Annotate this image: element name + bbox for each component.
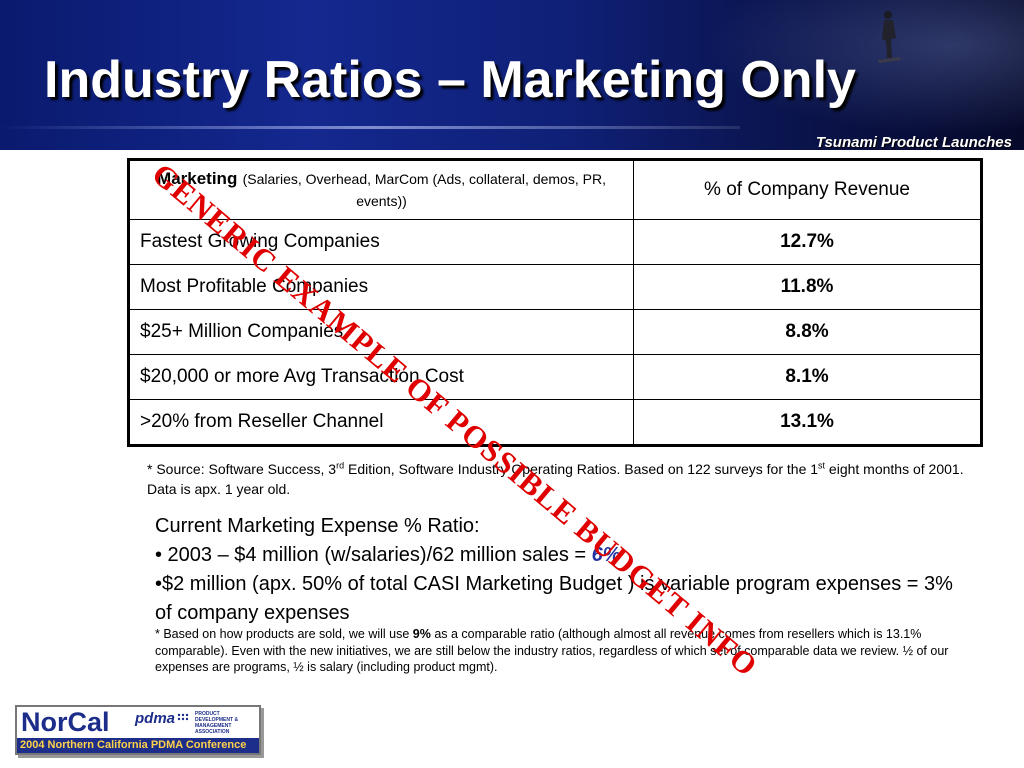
row-value: 13.1% xyxy=(633,399,982,446)
current-heading: Current Marketing Expense % Ratio: xyxy=(155,515,480,537)
logo-dots-icon xyxy=(177,713,189,721)
header-cell-category: Marketing (Salaries, Overhead, MarCom (A… xyxy=(128,159,634,220)
row-label: $25+ Million Companies xyxy=(128,309,634,355)
table-row: Most Profitable Companies 11.8% xyxy=(128,264,982,310)
row-label: >20% from Reseller Channel xyxy=(128,399,634,446)
table-row: Fastest Growing Companies 12.7% xyxy=(128,219,982,265)
source-superscript-rd: rd xyxy=(336,460,345,471)
source-footnote: * Source: Software Success, 3rd Edition,… xyxy=(147,459,967,499)
table-row: $20,000 or more Avg Transaction Cost 8.1… xyxy=(128,354,982,400)
table-row: >20% from Reseller Channel 13.1% xyxy=(128,399,982,446)
subtitle: Tsunami Product Launches xyxy=(815,134,1012,150)
table-row: $25+ Million Companies 8.8% xyxy=(128,309,982,355)
bullet-1-text: • 2003 – $4 million (w/salaries)/62 mill… xyxy=(155,544,592,566)
note-text-1: * Based on how products are sold, we wil… xyxy=(155,627,413,641)
norcal-pdma-logo: NorCal pdma PRODUCT DEVELOPMENT & MANAGE… xyxy=(15,705,261,755)
source-text-2: Edition, Software Industry Operating Rat… xyxy=(344,461,819,477)
title-banner: Industry Ratios – Marketing Only Tsunami… xyxy=(0,0,1024,150)
header-cell-value: % of Company Revenue xyxy=(633,159,982,220)
row-value: 8.1% xyxy=(633,354,982,400)
title-underline xyxy=(0,126,740,129)
source-text-3: eight months of 2001. Data is apx. 1 yea… xyxy=(147,461,964,497)
current-ratio-block: Current Marketing Expense % Ratio: • 200… xyxy=(155,512,975,628)
logo-norcal-text: NorCal xyxy=(21,707,110,737)
logo-association-text: PRODUCT DEVELOPMENT & MANAGEMENT ASSOCIA… xyxy=(195,711,239,735)
note-text-2: as a comparable ratio (although almost a… xyxy=(155,627,949,674)
bullet-1-highlight: 6% xyxy=(591,544,621,566)
row-label: Fastest Growing Companies xyxy=(128,219,634,265)
page-title: Industry Ratios – Marketing Only xyxy=(44,51,856,109)
row-label: Most Profitable Companies xyxy=(128,264,634,310)
comparison-note: * Based on how products are sold, we wil… xyxy=(155,626,975,676)
header-label-detail: (Salaries, Overhead, MarCom (Ads, collat… xyxy=(242,171,606,209)
row-value: 12.7% xyxy=(633,219,982,265)
row-label: $20,000 or more Avg Transaction Cost xyxy=(128,354,634,400)
surfer-figure-icon xyxy=(878,11,901,63)
source-superscript-st: st xyxy=(818,460,826,471)
row-value: 11.8% xyxy=(633,264,982,310)
source-text-1: * Source: Software Success, 3 xyxy=(147,461,337,477)
note-bold-ratio: 9% xyxy=(412,627,431,641)
header-label-bold: Marketing xyxy=(157,169,238,188)
table-header-row: Marketing (Salaries, Overhead, MarCom (A… xyxy=(128,159,982,220)
industry-ratios-table: Marketing (Salaries, Overhead, MarCom (A… xyxy=(127,158,983,447)
row-value: 8.8% xyxy=(633,309,982,355)
current-bullet-1: • 2003 – $4 million (w/salaries)/62 mill… xyxy=(155,541,975,570)
banner-glow xyxy=(664,0,1024,150)
logo-conference-banner: 2004 Northern California PDMA Conference xyxy=(17,738,259,753)
current-bullet-2: •$2 million (apx. 50% of total CASI Mark… xyxy=(155,573,953,624)
logo-pdma-text: pdma xyxy=(135,710,176,727)
